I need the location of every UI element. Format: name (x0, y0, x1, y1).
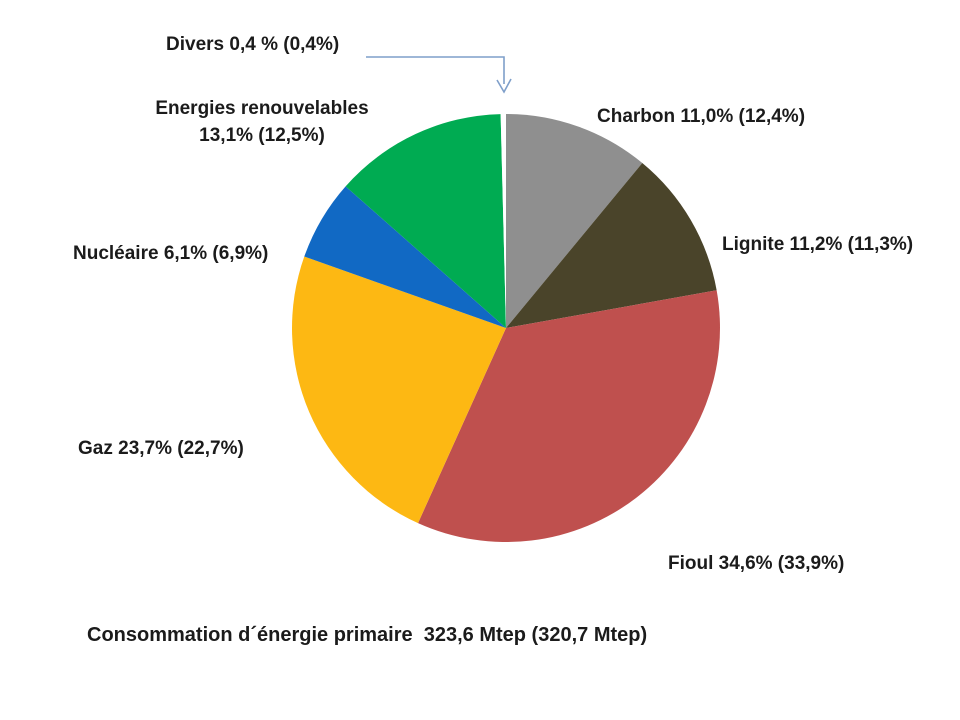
divers-callout-arrow (366, 56, 512, 94)
label-gaz: Gaz 23,7% (22,7%) (78, 438, 244, 459)
pie-slice-divers (500, 114, 506, 328)
label-lignite: Lignite 11,2% (11,3%) (722, 234, 914, 255)
label-energies-line2: 13,1% (12,5%) (199, 125, 325, 146)
label-charbon: Charbon 11,0% (12,4%) (597, 106, 806, 127)
pie-slice-energies-renouvelables (345, 114, 506, 328)
pie-slice-fioul (418, 290, 720, 542)
pie-slice-lignite (506, 163, 717, 328)
label-energies-renouvelables: Energies renouvelables 13,1% (12,5%) (132, 95, 392, 149)
pie-slice-gaz (292, 256, 506, 524)
pie-slices-group (292, 114, 720, 542)
label-nucleaire: Nucléaire 6,1% (6,9%) (73, 243, 269, 264)
caption: Consommation d´énergie primaire 323,6 Mt… (87, 624, 648, 646)
label-energies-line1: Energies renouvelables (155, 98, 369, 119)
label-fioul: Fioul 34,6% (33,9%) (668, 553, 845, 574)
pie-slice-nucleaire (304, 186, 506, 328)
label-divers: Divers 0,4 % (0,4%) (166, 34, 340, 55)
pie-slice-charbon (506, 114, 643, 328)
